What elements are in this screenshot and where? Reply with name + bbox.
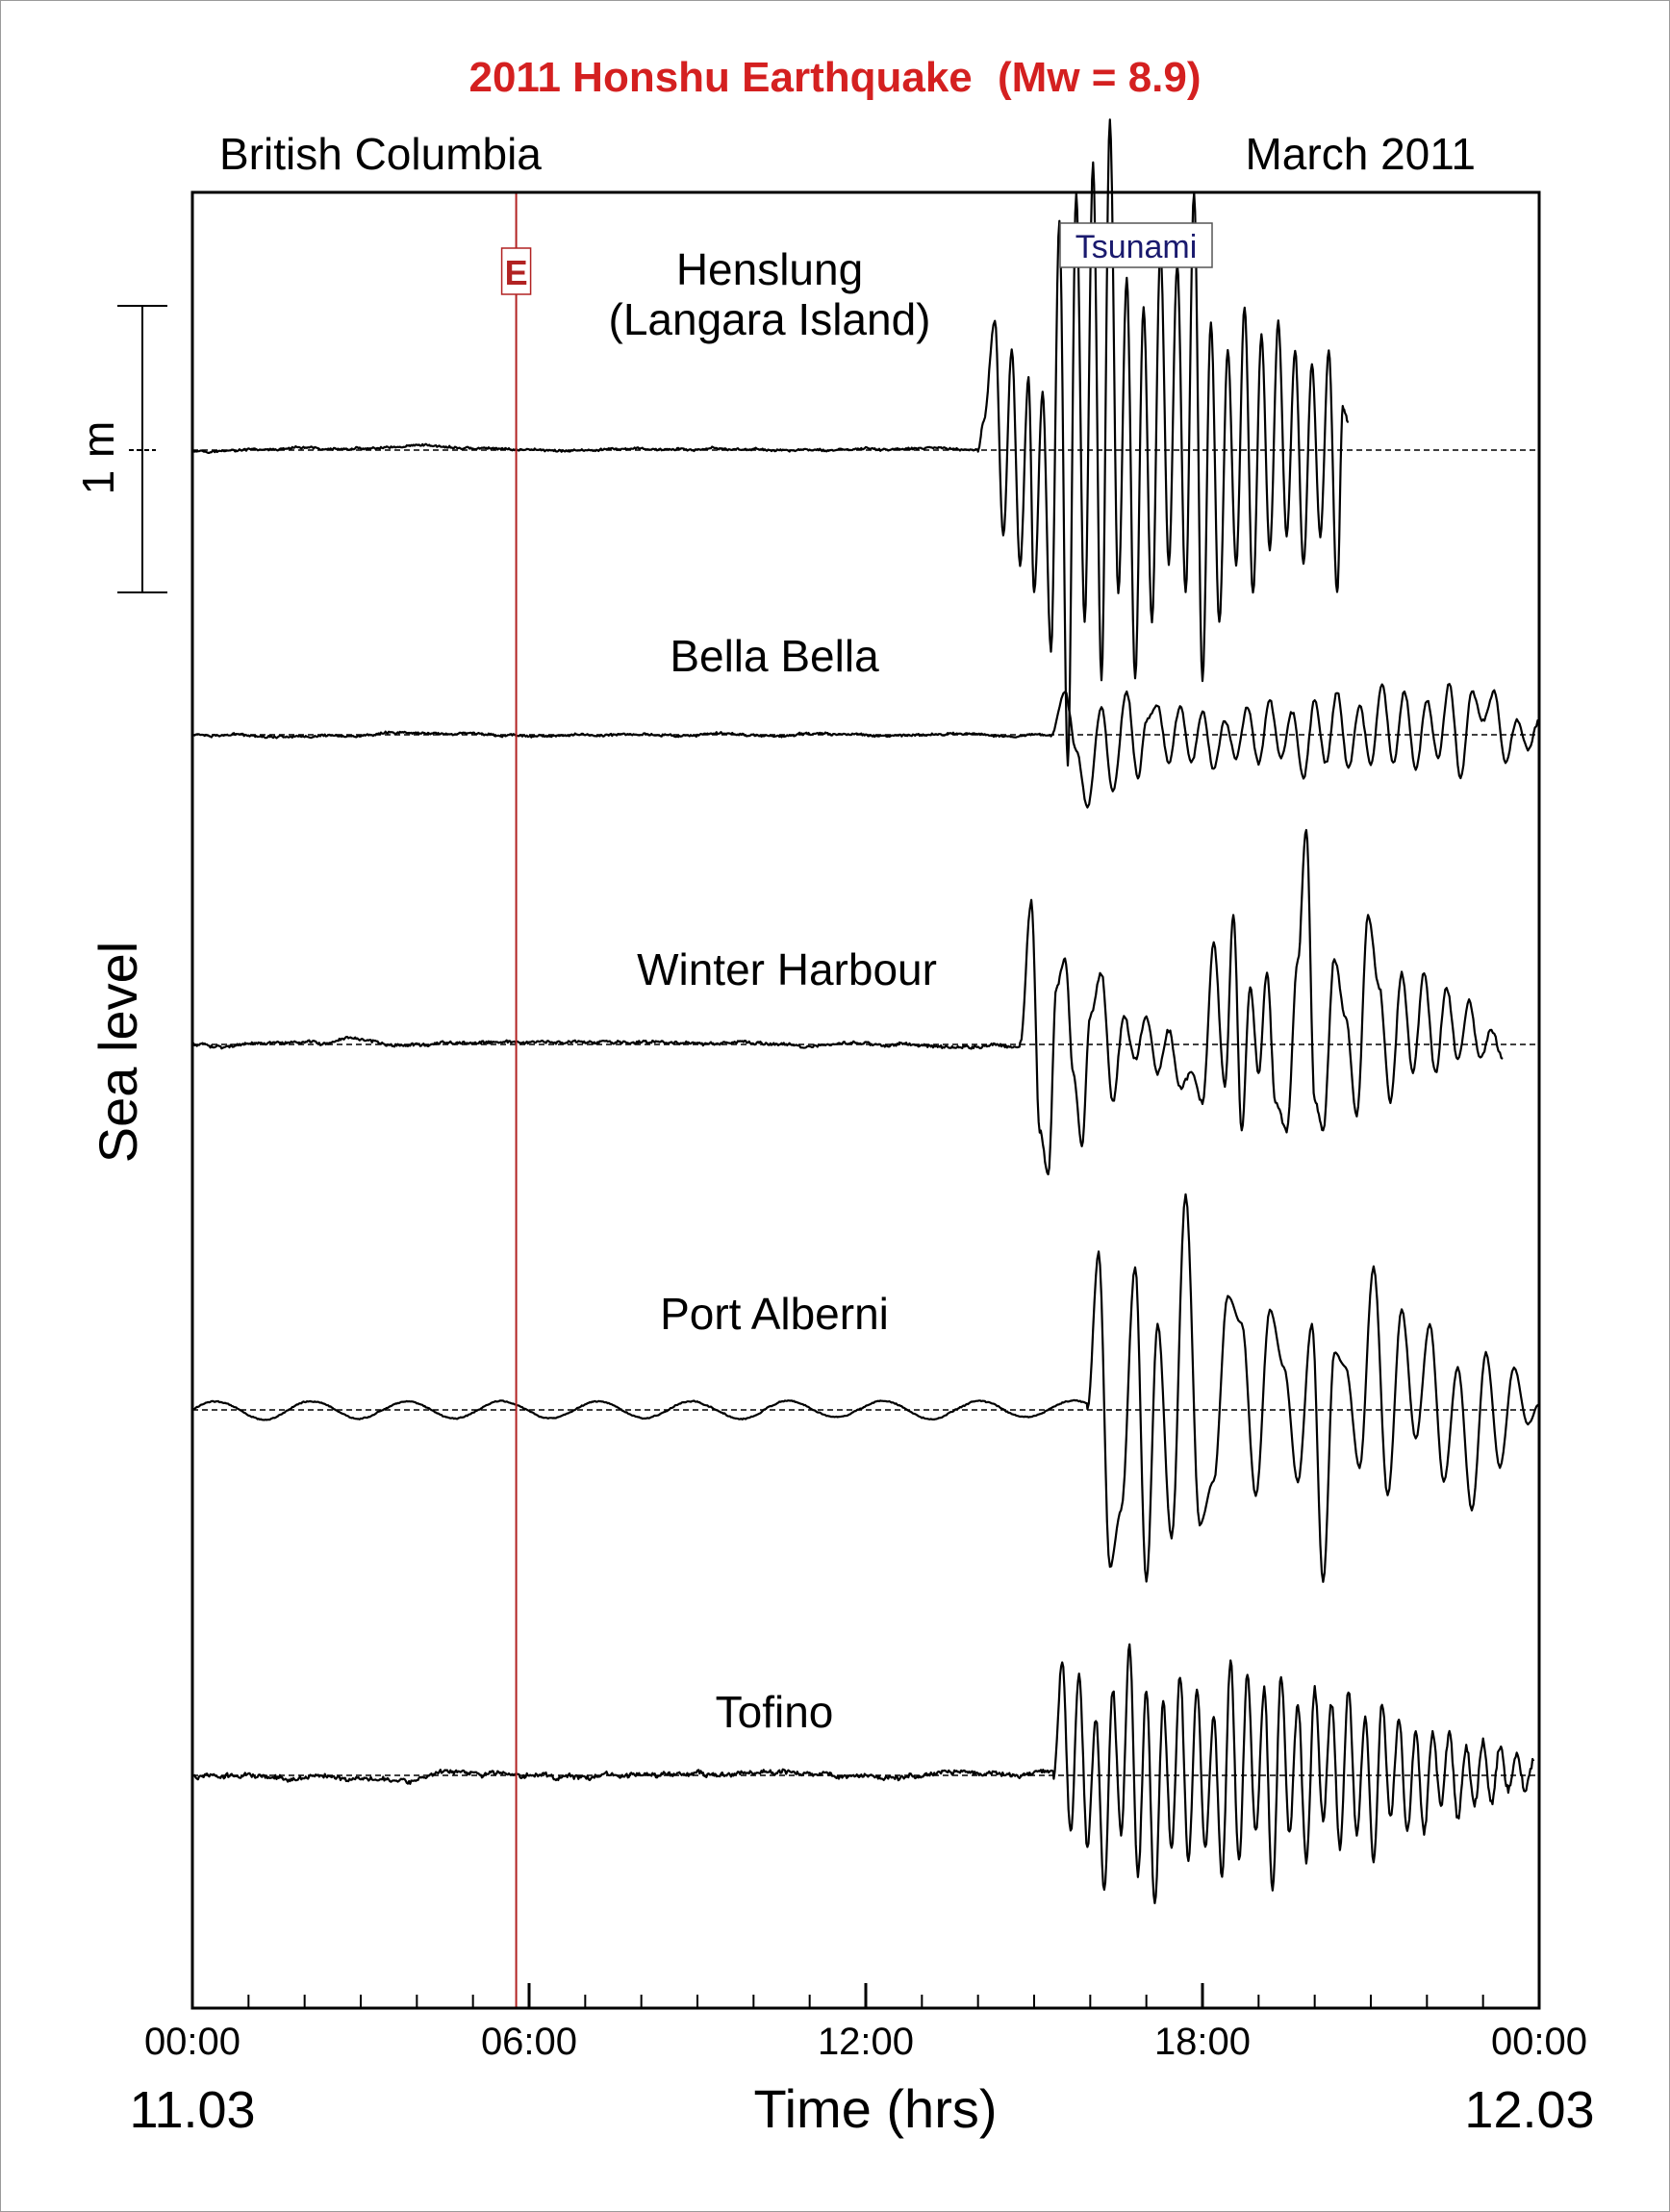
region-label: British Columbia <box>219 129 542 179</box>
tsunami-badge: Tsunami <box>1059 222 1213 268</box>
trace-port-alberni <box>191 1193 1540 1583</box>
earthquake-marker: E <box>500 247 532 295</box>
scale-bar: 1 m <box>73 305 167 593</box>
x-tick-label: 18:00 <box>1154 2021 1251 2063</box>
station-label-1: Henslung <box>676 244 863 294</box>
trace-tofino <box>191 1643 1535 1904</box>
earthquake-marker-box <box>500 247 532 295</box>
scale-bar-label: 1 m <box>73 421 123 495</box>
x-axis-title: Time (hrs) <box>753 2078 997 2139</box>
tsunami-badge-text: Tsunami <box>1075 229 1198 265</box>
station-label-3: Winter Harbour <box>637 944 937 994</box>
trace-lines <box>191 118 1540 1904</box>
x-tick-label: 12:00 <box>818 2021 914 2063</box>
trace-henslung <box>192 118 1350 767</box>
earthquake-marker-text: E <box>505 253 528 292</box>
plot-frame <box>190 190 1541 2010</box>
y-axis-title: Sea level <box>88 942 148 1163</box>
station-label-5: Tofino <box>716 1687 834 1737</box>
date-end-label: 12.03 <box>1464 2081 1594 2139</box>
x-axis-ticks <box>190 1983 1541 2008</box>
station-label-2: Bella Bella <box>670 631 879 681</box>
title-formula: (Mw = 8.9) <box>998 54 1202 101</box>
station-label-4: Port Alberni <box>660 1289 889 1339</box>
x-tick-label: 00:00 <box>144 2021 240 2063</box>
date-start-label: 11.03 <box>129 2081 255 2139</box>
x-axis-tick-labels: 00:00 06:00 12:00 18:00 00:00 <box>144 2021 1587 2063</box>
trace-bella-bella <box>191 683 1540 809</box>
station-sublabel-1: (Langara Island) <box>609 294 931 344</box>
x-tick-label: 00:00 <box>1491 2021 1587 2063</box>
tsunami-badge-box <box>1059 222 1213 268</box>
title-main: 2011 Honshu Earthquake <box>468 54 972 101</box>
chart-title: 2011 Honshu Earthquake (Mw = 8.9) <box>468 54 1201 101</box>
period-label: March 2011 <box>1245 129 1476 179</box>
trace-winter-harbour <box>191 828 1504 1176</box>
station-labels: Henslung(Langara Island) Bella Bella Winte… <box>609 244 937 1737</box>
x-tick-label: 06:00 <box>481 2021 577 2063</box>
